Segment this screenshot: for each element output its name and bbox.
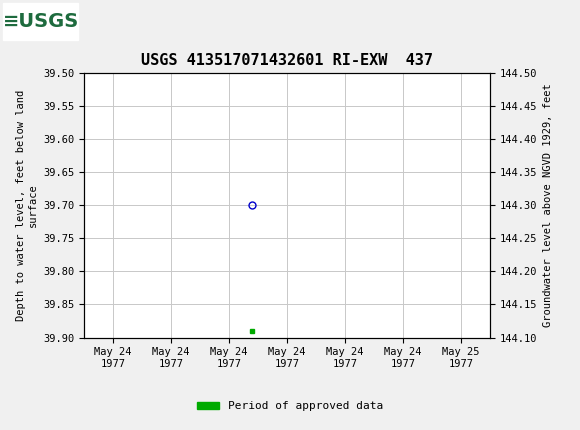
Y-axis label: Depth to water level, feet below land
surface: Depth to water level, feet below land su… xyxy=(16,90,38,321)
FancyBboxPatch shape xyxy=(3,3,78,40)
Y-axis label: Groundwater level above NGVD 1929, feet: Groundwater level above NGVD 1929, feet xyxy=(543,83,553,327)
Text: ≡USGS: ≡USGS xyxy=(2,12,79,31)
Title: USGS 413517071432601 RI-EXW  437: USGS 413517071432601 RI-EXW 437 xyxy=(141,53,433,68)
Legend: Period of approved data: Period of approved data xyxy=(193,397,387,416)
